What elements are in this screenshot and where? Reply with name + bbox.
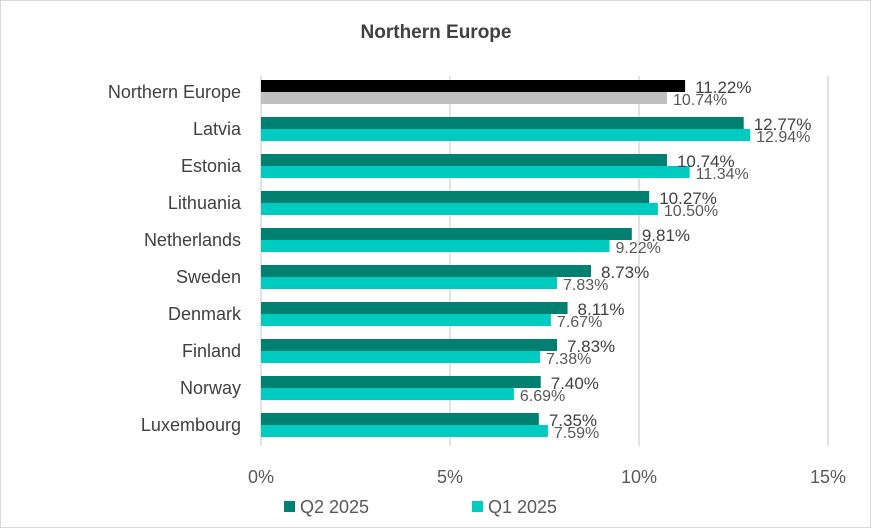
- category-label: Northern Europe: [108, 82, 241, 102]
- data-label-q1: 10.74%: [673, 92, 727, 109]
- bar-q2: [261, 154, 667, 166]
- data-label-q2: 7.83%: [567, 337, 615, 356]
- bar-q1: [261, 92, 667, 104]
- bar-q2: [261, 339, 557, 351]
- bar-q1: [261, 388, 514, 400]
- data-label-q1: 7.59%: [554, 425, 599, 442]
- category-label: Sweden: [176, 267, 241, 287]
- category-label: Norway: [180, 378, 241, 398]
- bar-q2: [261, 376, 541, 388]
- bar-q1: [261, 129, 751, 141]
- category-label: Estonia: [181, 156, 242, 176]
- bar-q2: [261, 117, 744, 129]
- data-label-q1: 6.69%: [520, 388, 565, 405]
- bar-q2: [261, 265, 591, 277]
- legend-swatch-q1: [472, 501, 483, 512]
- bar-q1: [261, 314, 551, 326]
- bar-q1: [261, 240, 610, 252]
- bar-q2: [261, 413, 539, 425]
- data-label-q2: 12.77%: [754, 115, 812, 134]
- data-label-q1: 10.50%: [664, 203, 718, 220]
- data-label-q1: 11.34%: [696, 166, 749, 183]
- category-label: Latvia: [193, 119, 242, 139]
- legend: Q2 2025 Q1 2025: [284, 497, 557, 517]
- data-label-q2: 10.74%: [677, 152, 735, 171]
- legend-label-q1: Q1 2025: [488, 497, 557, 517]
- data-label-q1: 7.67%: [557, 314, 602, 331]
- bar-q1: [261, 277, 557, 289]
- category-label: Netherlands: [144, 230, 241, 250]
- bar-q2: [261, 302, 568, 314]
- data-label-q2: 9.81%: [642, 226, 690, 245]
- data-label-q2: 7.35%: [549, 411, 597, 430]
- category-label: Luxembourg: [141, 415, 241, 435]
- data-label-q1: 9.22%: [616, 240, 661, 257]
- category-label: Lithuania: [168, 193, 242, 213]
- chart-title: Northern Europe: [361, 22, 512, 43]
- data-label-q2: 8.73%: [601, 263, 649, 282]
- data-label-q2: 10.27%: [659, 189, 717, 208]
- data-label-q1: 7.38%: [546, 351, 591, 368]
- bar-q2: [261, 191, 650, 203]
- x-tick-label: 5%: [437, 467, 463, 487]
- category-label: Finland: [182, 341, 241, 361]
- bar-q1: [261, 166, 690, 178]
- bar-q1: [261, 203, 658, 215]
- legend-swatch-q2: [284, 501, 295, 512]
- x-tick-label: 10%: [621, 467, 657, 487]
- x-tick-label: 15%: [810, 467, 846, 487]
- data-label-q2: 11.22%: [695, 78, 751, 97]
- x-tick-label: 0%: [248, 467, 274, 487]
- bar-q1: [261, 351, 540, 363]
- data-label-q1: 7.83%: [563, 277, 608, 294]
- bar-q1: [261, 425, 548, 437]
- category-label: Denmark: [168, 304, 242, 324]
- data-label-q1: 12.94%: [756, 129, 810, 146]
- data-label-q2: 8.11%: [578, 300, 625, 319]
- bar-q2: [261, 80, 686, 92]
- bar-q2: [261, 228, 632, 240]
- data-label-q2: 7.40%: [551, 374, 599, 393]
- legend-label-q2: Q2 2025: [300, 497, 369, 517]
